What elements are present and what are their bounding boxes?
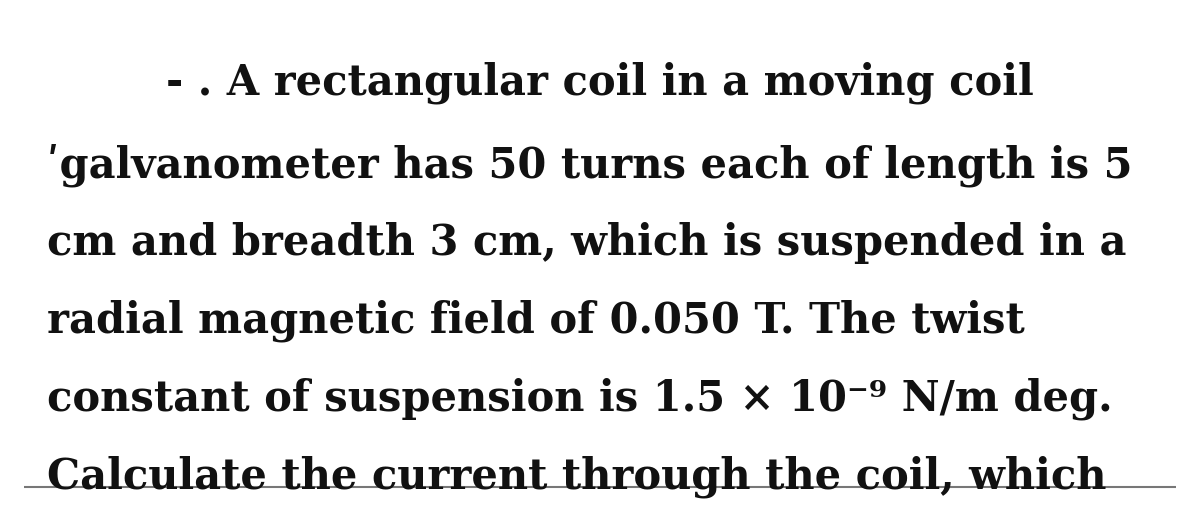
Text: Calculate the current through the coil, which: Calculate the current through the coil, … — [47, 455, 1106, 498]
Text: ʹgalvanometer has 50 turns each of length is 5: ʹgalvanometer has 50 turns each of lengt… — [47, 144, 1133, 188]
Text: constant of suspension is 1.5 × 10⁻⁹ N/m deg.: constant of suspension is 1.5 × 10⁻⁹ N/m… — [47, 378, 1112, 420]
Text: - . A rectangular coil in a moving coil: - . A rectangular coil in a moving coil — [166, 61, 1034, 104]
Text: cm and breadth 3 cm, which is suspended in a: cm and breadth 3 cm, which is suspended … — [47, 222, 1127, 264]
Text: radial magnetic field of 0.050 T. The twist: radial magnetic field of 0.050 T. The tw… — [47, 300, 1025, 342]
